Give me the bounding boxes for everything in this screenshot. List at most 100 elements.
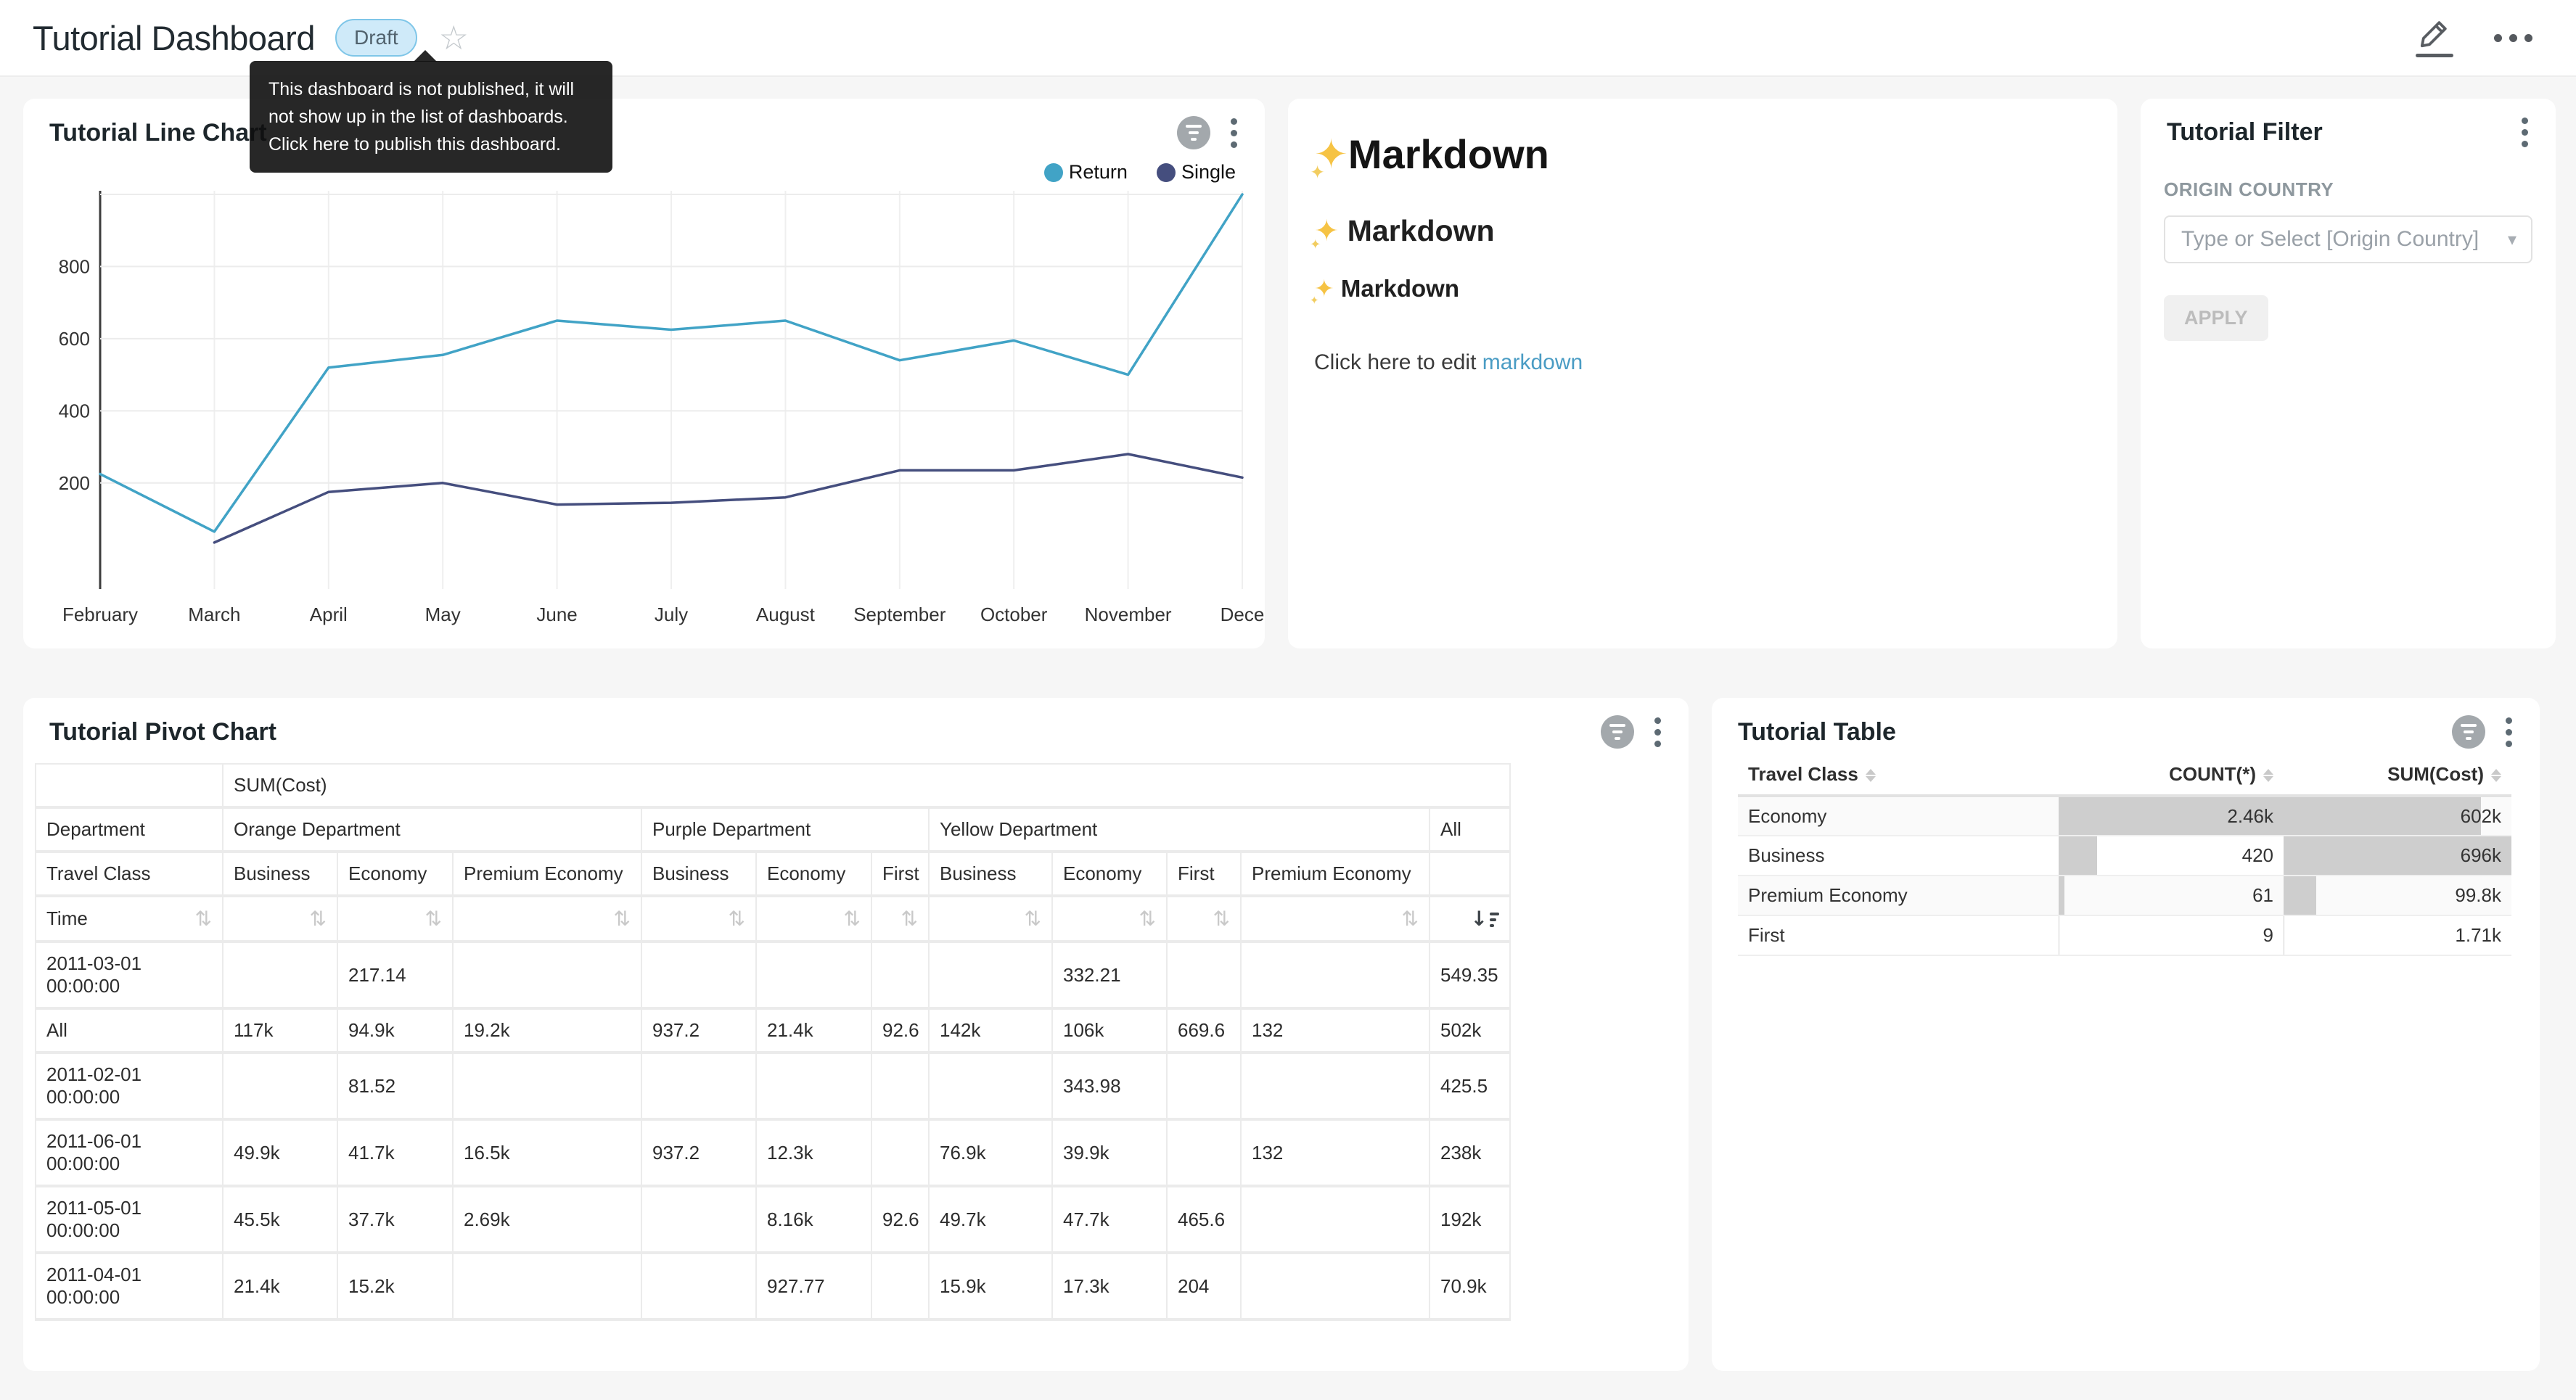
legend-dot [1043,162,1063,182]
pivot-sort-cell: ⇅ [337,895,454,943]
sort-icon[interactable]: ⇅ [901,907,918,931]
pivot-group-header: Purple Department [641,807,930,853]
pivot-cell: 549.35 [1428,941,1511,1010]
pivot-cell: 465.6 [1166,1185,1242,1254]
filter-card: Tutorial Filter ORIGIN COUNTRY Type or S… [2141,99,2556,648]
pivot-cell: 17.3k [1051,1252,1168,1321]
pivot-metric-header: SUM(Cost) [221,763,1511,809]
pivot-cell: 92.6 [871,1185,930,1254]
svg-text:October: October [980,604,1048,625]
pivot-cell [755,1052,872,1121]
pivot-cell: 49.9k [222,1119,338,1187]
pivot-cell: 21.4k [755,1008,872,1054]
sort-icon[interactable]: ⇅ [1024,907,1041,931]
sort-icon[interactable]: ⇅ [843,907,861,931]
markdown-edit-link[interactable]: markdown [1482,350,1583,374]
value-bar [2284,876,2316,915]
pivot-data-row: 2011-02-01 00:00:00 81.52 343.98 425.5 [35,1052,1511,1121]
pivot-cell [871,1052,930,1121]
pivot-class-header [1428,851,1511,897]
chart-menu-icon[interactable] [1229,117,1239,149]
column-header-sum-cost[interactable]: SUM(Cost) [2284,754,2511,797]
draft-tooltip[interactable]: This dashboard is not published, it will… [250,50,612,173]
pivot-corner-cell [35,763,223,809]
pivot-cell: 332.21 [1051,941,1168,1010]
svg-text:March: March [188,604,240,625]
pivot-title: Tutorial Pivot Chart [49,717,276,746]
pivot-cell: 92.6 [871,1008,930,1054]
legend-item-return[interactable]: Return [1043,161,1128,184]
pivot-cell: 669.6 [1166,1008,1242,1054]
pivot-cell: 8.16k [755,1185,872,1254]
travel-class-cell: Business [1738,836,2059,876]
pivot-class-header: Premium Economy [452,851,642,897]
sort-icon[interactable]: ⇅ [1139,907,1156,931]
pivot-cell: 12.3k [755,1119,872,1187]
pivot-cell: 37.7k [337,1185,454,1254]
origin-country-label: ORIGIN COUNTRY [2164,178,2334,200]
sort-icon[interactable]: ⇅ [309,907,327,931]
origin-country-select[interactable]: Type or Select [Origin Country] ▾ [2164,215,2532,263]
sort-icon[interactable]: ⇅ [1213,907,1230,931]
count-cell: 2.46k [2059,796,2284,836]
data-table: Travel Class COUNT(*) SUM(Cost) Economy 2.46… [1738,754,2511,956]
status-badge[interactable]: Draft [335,19,417,57]
sparkles-icon: ✦ ✦ [1310,213,1340,252]
svg-text:200: 200 [59,472,90,494]
column-header-travel-class[interactable]: Travel Class [1738,754,2059,797]
pivot-class-header: First [1166,851,1242,897]
pivot-cell: 15.9k [928,1252,1053,1321]
travel-class-cell: First [1738,915,2059,956]
pivot-class-row: Travel Class Business Economy Premium Econo… [35,851,1511,897]
applied-filters-icon[interactable] [1601,715,1634,749]
sort-icon[interactable]: ⇅ [424,907,442,931]
pivot-all-header: All [1428,807,1511,853]
pivot-metric-row: SUM(Cost) [35,763,1511,809]
filter-menu-icon[interactable] [2520,116,2530,149]
tooltip-line: not show up in the list of dashboards. [268,107,568,127]
pivot-row-label: Travel Class [35,851,223,897]
legend-item-single[interactable]: Single [1156,161,1236,184]
sort-icon[interactable]: ⇅ [194,907,212,931]
column-sorter-icon [2491,769,2501,783]
favorite-star-icon[interactable]: ☆ [438,18,469,57]
pivot-cell [1240,941,1430,1010]
sort-icon[interactable]: ⇅ [1401,907,1419,931]
pivot-sort-cell: ↓ [1428,895,1511,943]
pivot-cell [1166,1052,1242,1121]
more-options-icon[interactable] [2494,33,2532,42]
svg-text:February: February [62,604,138,625]
sort-icon[interactable]: ⇅ [728,907,745,931]
pivot-sort-cell: ⇅ [452,895,642,943]
column-sorter-icon [2263,769,2273,783]
edit-dashboard-icon[interactable] [2416,19,2453,57]
svg-text:800: 800 [59,255,90,277]
pivot-sort-cell: ⇅ [928,895,1053,943]
chart-menu-icon[interactable] [2504,716,2514,749]
pivot-row-header: All [35,1008,223,1054]
table-row: Business 420 696k [1738,836,2511,876]
line-chart-plot: February March April May June July August Septe… [59,191,1264,625]
applied-filters-icon[interactable] [2452,715,2485,749]
column-header-count[interactable]: COUNT(*) [2059,754,2284,797]
sum-cost-cell: 99.8k [2284,876,2511,916]
chart-menu-icon[interactable] [1653,716,1662,749]
apply-button[interactable]: APPLY [2164,295,2268,341]
pivot-data-row: 2011-06-01 00:00:00 49.9k 41.7k 16.5k 937.2 12… [35,1119,1511,1187]
pivot-cell: 425.5 [1428,1052,1511,1121]
markdown-paragraph: Click here to edit markdown [1314,350,1583,374]
markdown-h2: ✦ ✦ Markdown [1310,213,1495,252]
pivot-cell [222,1052,338,1121]
pivot-cell [452,941,642,1010]
pivot-class-header: Business [928,851,1053,897]
applied-filters-icon[interactable] [1177,116,1210,149]
table-row: Premium Economy 61 99.8k [1738,876,2511,916]
sort-icon[interactable]: ⇅ [613,907,631,931]
pivot-cell [1166,1119,1242,1187]
count-cell: 9 [2059,915,2284,956]
pivot-class-header: First [871,851,930,897]
sort-descending-active-icon[interactable]: ↓ [1471,908,1500,929]
pivot-cell: 192k [1428,1185,1511,1254]
svg-text:April: April [310,604,348,625]
pivot-row-header: 2011-04-01 00:00:00 [35,1252,223,1321]
